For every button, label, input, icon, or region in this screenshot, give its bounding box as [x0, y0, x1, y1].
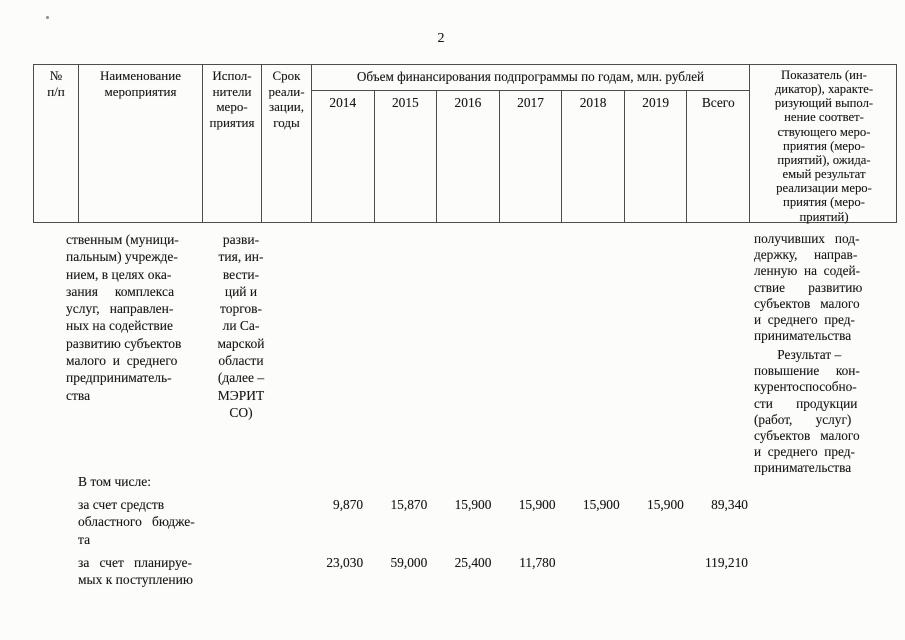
value-cell: 15,870: [390, 497, 428, 512]
value-cell: 11,780: [519, 555, 556, 570]
value-cell: 15,900: [518, 497, 556, 512]
value-cell: 15,900: [647, 497, 684, 512]
header-cell-row-number: № п/п: [47, 68, 65, 99]
year-cell-2018: 2018: [561, 91, 624, 222]
values-row-planned-receipts: 23,030 59,000 25,400 11,780 119,210: [310, 555, 748, 571]
financing-table-header: № п/п Наименование мероприятия Испол- ни…: [33, 64, 898, 224]
value-cell: [567, 555, 631, 571]
header-cell-measure-name: Наименование мероприятия: [78, 65, 202, 222]
values-row-regional-budget: 9,870 15,870 15,900 15,900 15,900 15,900…: [310, 497, 748, 513]
financing-title: Объем финансирования подпрограммы по год…: [312, 65, 749, 91]
value-cell: 9,870: [333, 497, 364, 512]
value-cell: 59,000: [390, 555, 428, 570]
value-cell-total: 119,210: [704, 555, 748, 570]
indicator-continued-paragraph-2: Результат – повышение кон- курентоспособ…: [754, 347, 860, 476]
year-cell-total: Всего: [686, 91, 749, 222]
page-number: 2: [437, 31, 445, 46]
value-cell: 25,400: [454, 555, 492, 570]
value-cell: 15,900: [454, 497, 492, 512]
year-cell-2017: 2017: [498, 91, 562, 222]
value-cell: 23,030: [326, 555, 364, 570]
row-label-planned-receipts: за счет планируе- мых к поступлению: [78, 555, 193, 588]
year-cell-2016: 2016: [436, 91, 499, 222]
including-label: В том числе:: [78, 474, 151, 489]
executors-continued: разви- тия, ин- вести- ций и торгов- ли …: [217, 232, 265, 420]
year-cell-2019: 2019: [623, 91, 687, 222]
indicator-continued-paragraph-1: получивших под- держку, направ- ленную н…: [754, 231, 863, 344]
scan-speck: [46, 16, 49, 19]
year-cell-2015: 2015: [373, 91, 437, 222]
value-cell-total: 89,340: [711, 497, 748, 512]
header-cell-term: Срок реали- зации, годы: [261, 65, 311, 222]
year-cell-2014: 2014: [329, 95, 357, 110]
value-cell: [631, 555, 695, 571]
header-cell-executors: Испол- нители меро- приятия: [202, 65, 261, 222]
measure-name-continued: ственным (муници- пальным) учрежде- нием…: [66, 232, 182, 403]
header-cell-indicator: Показатель (ин- дикатор), характе- ризую…: [749, 65, 898, 224]
header-group-financing: Объем финансирования подпрограммы по год…: [311, 65, 749, 222]
year-header-row: 2014 2015 2016 2017 2018 2019 Всего: [312, 91, 749, 222]
value-cell: 15,900: [582, 497, 620, 512]
row-label-regional-budget: за счет средств областного бюдже- та: [78, 497, 195, 547]
